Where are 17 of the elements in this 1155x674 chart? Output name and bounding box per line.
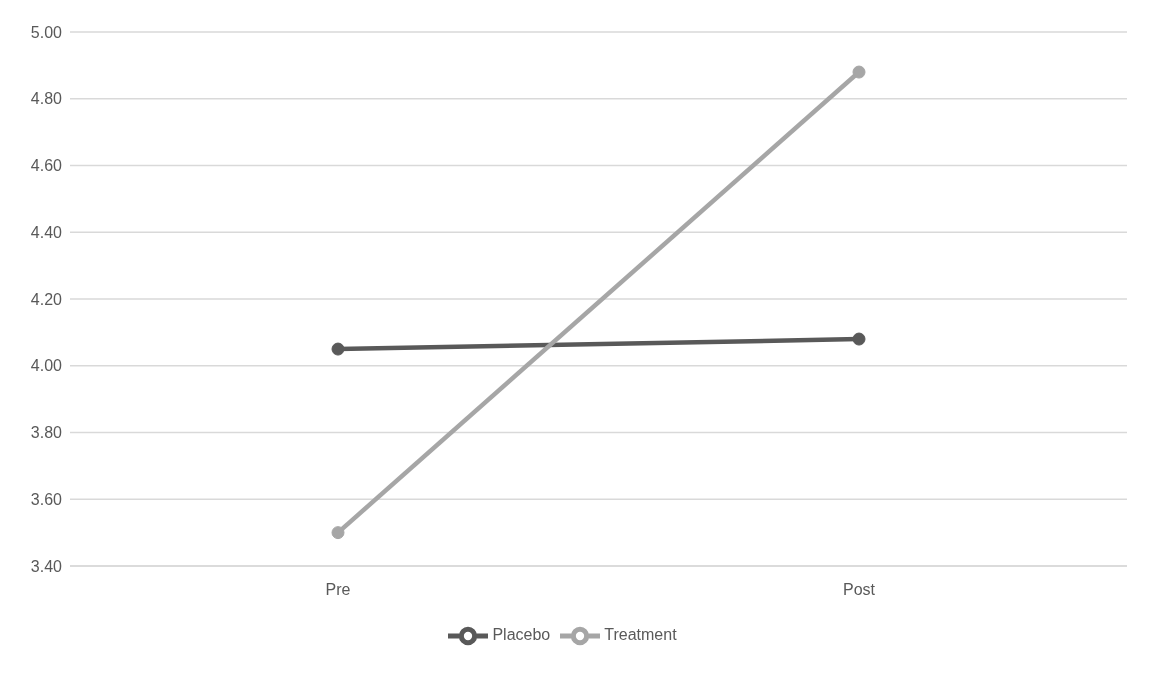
y-tick-label: 4.00 — [30, 357, 63, 375]
legend-label: Placebo — [492, 626, 551, 644]
y-tick-label: 3.60 — [30, 490, 63, 508]
x-tick-label: Post — [842, 581, 876, 599]
y-tick-label: 3.40 — [30, 557, 63, 575]
x-tick-label: Pre — [325, 581, 351, 599]
y-tick-label: 4.20 — [30, 290, 63, 308]
point — [331, 526, 345, 540]
y-tick-label: 4.80 — [30, 90, 63, 108]
legend-label: Treatment — [604, 626, 677, 644]
point — [331, 342, 345, 356]
point — [852, 332, 866, 346]
y-tick-label: 4.40 — [30, 223, 63, 241]
y-tick-label: 3.80 — [30, 424, 63, 442]
y-tick-label: 5.00 — [30, 23, 63, 41]
y-tick-label: 4.60 — [30, 157, 63, 175]
point — [852, 65, 866, 79]
